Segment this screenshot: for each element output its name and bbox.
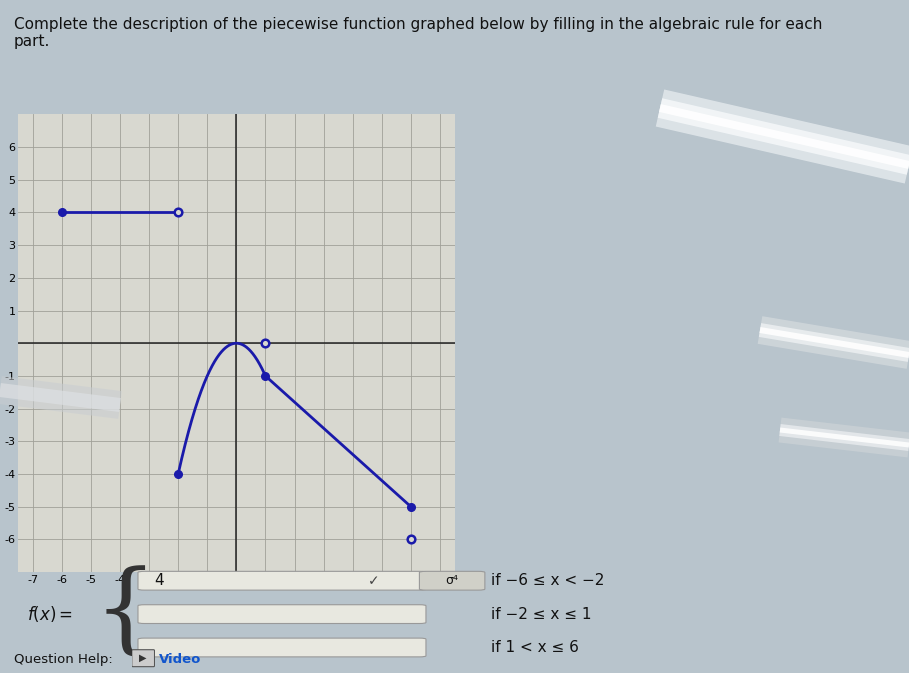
Polygon shape bbox=[760, 327, 909, 358]
Text: Video: Video bbox=[159, 653, 202, 666]
Text: Question Help:: Question Help: bbox=[14, 653, 113, 666]
FancyBboxPatch shape bbox=[132, 649, 155, 667]
Polygon shape bbox=[0, 383, 121, 412]
Text: if −2 ≤ x ≤ 1: if −2 ≤ x ≤ 1 bbox=[492, 606, 592, 622]
Polygon shape bbox=[780, 427, 909, 448]
Text: {: { bbox=[93, 566, 156, 662]
Polygon shape bbox=[779, 424, 909, 451]
Text: Complete the description of the piecewise function graphed below by filling in t: Complete the description of the piecewis… bbox=[14, 17, 822, 49]
Polygon shape bbox=[778, 417, 909, 458]
Polygon shape bbox=[758, 316, 909, 369]
Text: if 1 < x ≤ 6: if 1 < x ≤ 6 bbox=[492, 640, 579, 655]
FancyBboxPatch shape bbox=[138, 571, 426, 590]
Polygon shape bbox=[759, 323, 909, 362]
Polygon shape bbox=[655, 90, 909, 184]
Polygon shape bbox=[0, 376, 122, 419]
Text: ▶: ▶ bbox=[139, 653, 147, 663]
Polygon shape bbox=[658, 98, 909, 175]
Text: ✓: ✓ bbox=[368, 573, 379, 588]
Text: 4: 4 bbox=[155, 573, 164, 588]
Text: σ⁴: σ⁴ bbox=[445, 574, 459, 588]
Text: if −6 ≤ x < −2: if −6 ≤ x < −2 bbox=[492, 573, 604, 588]
FancyBboxPatch shape bbox=[419, 571, 484, 590]
Polygon shape bbox=[659, 104, 909, 169]
Text: $f(x) =$: $f(x) =$ bbox=[26, 604, 73, 624]
FancyBboxPatch shape bbox=[138, 605, 426, 623]
FancyBboxPatch shape bbox=[138, 638, 426, 657]
